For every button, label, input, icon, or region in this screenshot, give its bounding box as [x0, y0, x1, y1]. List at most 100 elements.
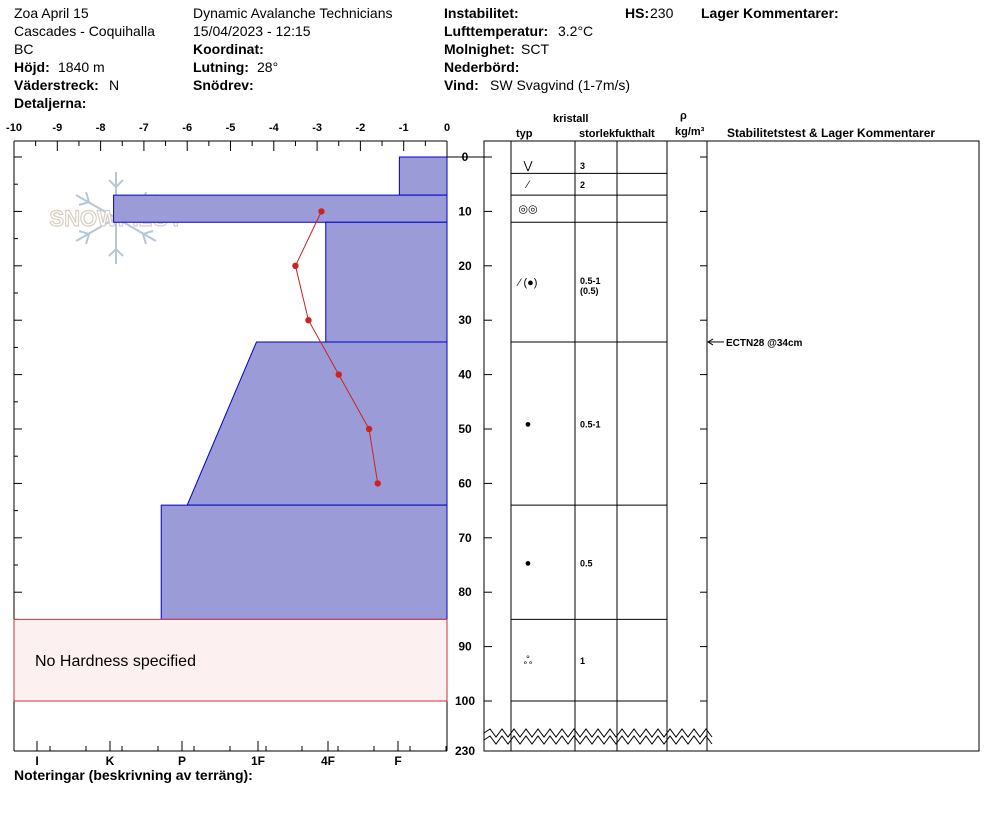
- coordinate-label: Koordinat:: [193, 41, 264, 57]
- hs-value: 230: [650, 5, 674, 21]
- hardness-layer: [113, 194, 448, 223]
- temp-tick-label: -3: [312, 122, 322, 134]
- temperature-axis: -10 -9 -8 -7 -6 -5 -4 -3 -2 -1 0: [6, 122, 450, 151]
- crystal-table: [483, 140, 980, 752]
- hardness-label: 1F: [251, 754, 265, 768]
- range-name: Cascades - Coquihalla: [14, 23, 155, 39]
- zigzag-line: [483, 735, 713, 745]
- temperature-point: [365, 425, 373, 433]
- hardness-label: 4F: [321, 754, 335, 768]
- temp-tick-label: 0: [444, 122, 450, 134]
- hardness-layer: [160, 504, 448, 620]
- air-temp-value: 3.2°C: [558, 23, 594, 39]
- hardness-layer: [398, 156, 448, 196]
- precip-label: Nederbörd:: [444, 59, 520, 75]
- notes-label: Noteringar (beskrivning av terräng):: [14, 767, 253, 783]
- hardness-label: I: [35, 754, 38, 768]
- crystal-type-symbol: ஃ: [524, 655, 533, 667]
- elevation-value: 1840 m: [58, 59, 105, 75]
- hardness-label: K: [106, 754, 115, 768]
- temp-tick-label: -10: [6, 122, 22, 134]
- depth-break-zigzag: [483, 728, 713, 745]
- temp-tick-label: -1: [399, 122, 409, 134]
- wind-label: Vind:: [444, 77, 479, 93]
- hardness-layers: [113, 156, 448, 620]
- air-temp-label: Lufttemperatur:: [444, 23, 549, 39]
- temp-tick-label: -2: [356, 122, 366, 134]
- temp-tick-label: -7: [139, 122, 149, 134]
- observation-datetime: 15/04/2023 - 12:15: [193, 23, 311, 39]
- crystal-size-label-secondary: (0.5): [580, 286, 599, 296]
- aspect-value: N: [109, 77, 120, 93]
- instability-label: Instabilitet:: [444, 5, 519, 21]
- crystal-size-label: 2: [580, 180, 585, 190]
- density-unit-header: kg/m³: [675, 126, 705, 138]
- organization-name: Dynamic Avalanche Technicians: [193, 5, 393, 21]
- stability-arrow-head: [707, 338, 714, 346]
- temp-tick-label: -6: [182, 122, 192, 134]
- hs-label: HS:: [625, 5, 650, 21]
- crystal-header: kristall: [553, 113, 589, 125]
- crystal-type-symbol: ◎◎: [518, 204, 537, 216]
- type-header: typ: [516, 128, 533, 140]
- depth-total-label: 230: [455, 744, 475, 758]
- hardness-label: F: [394, 754, 401, 768]
- site-name: Zoa April 15: [14, 5, 89, 21]
- crystal-size-label: 0.5-1: [580, 276, 601, 286]
- temperature-point: [305, 317, 312, 324]
- hardness-layer: [325, 221, 448, 343]
- crystal-type-symbol: ●: [525, 419, 532, 431]
- temperature-point: [318, 208, 325, 215]
- snowdrift-label: Snödrev:: [193, 77, 254, 93]
- crystal-size-label: 3: [580, 161, 585, 171]
- region-name: BC: [14, 41, 34, 57]
- temperature-line: [294, 211, 379, 484]
- crystal-type-symbol: ⁄ (●): [516, 277, 538, 289]
- temperature-point: [292, 262, 299, 269]
- details-label: Detaljerna:: [14, 95, 87, 111]
- elevation-label: Höjd:: [14, 59, 50, 75]
- temp-tick-label: -4: [269, 122, 280, 134]
- temperature-point: [374, 480, 381, 487]
- layer-comments-label: Lager Kommentarer:: [701, 5, 839, 21]
- cloud-label: Molnighet:: [444, 41, 515, 57]
- stability-tests: ECTN28 @34cm: [707, 338, 803, 349]
- no-hardness-text: No Hardness specified: [35, 653, 196, 670]
- moisture-header: fukthalt: [615, 128, 655, 140]
- aspect-label: Väderstreck:: [14, 77, 99, 93]
- zigzag-line: [483, 728, 713, 738]
- temperature-profile: [292, 208, 381, 487]
- temp-tick-label: -8: [96, 122, 106, 134]
- crystal-size-label: 0.5: [580, 558, 593, 568]
- temperature-point: [335, 371, 342, 378]
- slope-value: 28°: [257, 59, 279, 75]
- crystal-layers: ⋁ 3⁄ 2◎◎⁄ (●) 0.5-1(0.5)● 0.5-1● 0.5ஃ 1: [447, 156, 667, 702]
- no-hardness-area: No Hardness specified: [13, 618, 448, 702]
- slope-label: Lutning:: [193, 59, 249, 75]
- crystal-type-symbol: ●: [525, 557, 532, 569]
- rho-header: ρ: [680, 110, 687, 122]
- depth-tick-label: 70: [458, 531, 472, 545]
- stability-test-label: ECTN28 @34cm: [726, 338, 803, 349]
- temp-tick-label: -9: [52, 122, 62, 134]
- depth-tick-label: 20: [458, 259, 472, 273]
- depth-tick-label: 30: [458, 313, 472, 327]
- depth-tick-label: 80: [458, 585, 472, 599]
- depth-tick-label: 50: [458, 422, 472, 436]
- depth-tick-label: 10: [458, 204, 472, 218]
- temp-tick-label: -5: [226, 122, 236, 134]
- crystal-type-symbol: ⋁: [522, 160, 533, 172]
- hardness-label: P: [178, 754, 186, 768]
- size-header: storlek: [579, 128, 616, 140]
- depth-tick-label: 40: [458, 368, 472, 382]
- crystal-size-label: 0.5-1: [580, 420, 601, 430]
- depth-tick-label: 60: [458, 476, 472, 490]
- hardness-layer: [186, 341, 448, 506]
- stability-header: Stabilitetstest & Lager Kommentarer: [727, 126, 936, 140]
- depth-tick-label: 100: [455, 694, 475, 708]
- wind-value: SW Svagvind (1-7m/s): [490, 77, 631, 93]
- crystal-type-symbol: ⁄: [524, 179, 531, 191]
- depth-tick-label: 90: [458, 640, 472, 654]
- hardness-axis: I K P 1F 4F F: [13, 741, 447, 768]
